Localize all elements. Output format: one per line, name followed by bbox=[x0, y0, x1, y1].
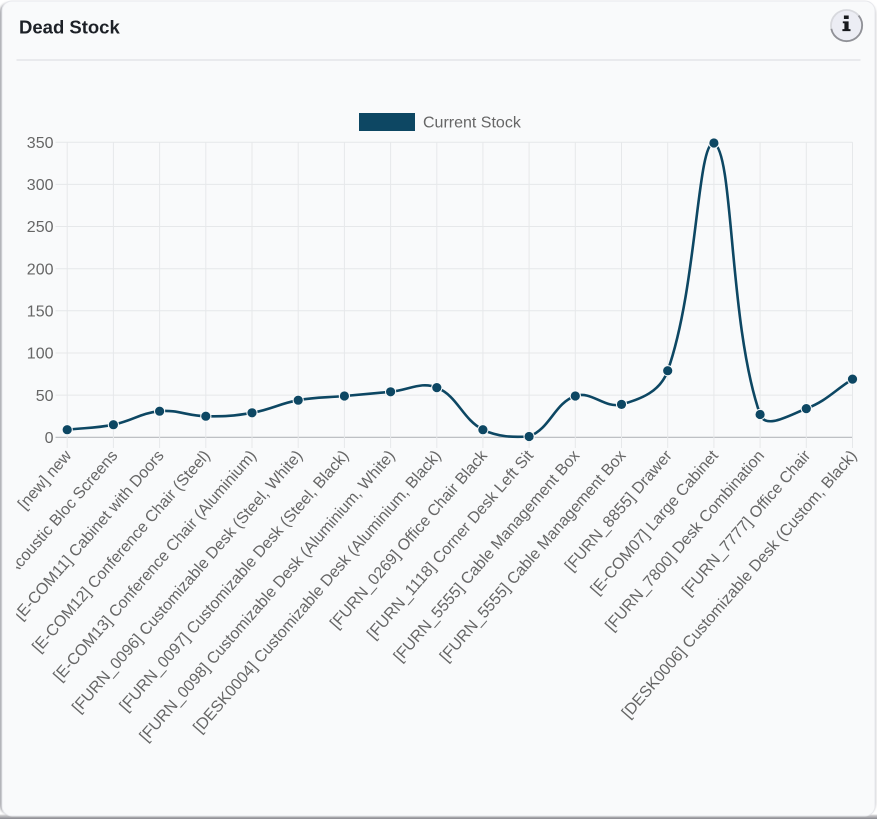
svg-text:Dead Stock: Dead Stock bbox=[19, 17, 120, 38]
svg-text:0: 0 bbox=[45, 430, 54, 447]
svg-text:50: 50 bbox=[36, 388, 54, 405]
svg-text:150: 150 bbox=[27, 304, 54, 321]
svg-text:Current Stock: Current Stock bbox=[423, 115, 522, 132]
svg-text:350: 350 bbox=[27, 135, 54, 152]
svg-text:300: 300 bbox=[27, 177, 54, 194]
svg-text:200: 200 bbox=[27, 261, 54, 278]
svg-text:100: 100 bbox=[27, 346, 54, 363]
svg-text:250: 250 bbox=[27, 219, 54, 236]
